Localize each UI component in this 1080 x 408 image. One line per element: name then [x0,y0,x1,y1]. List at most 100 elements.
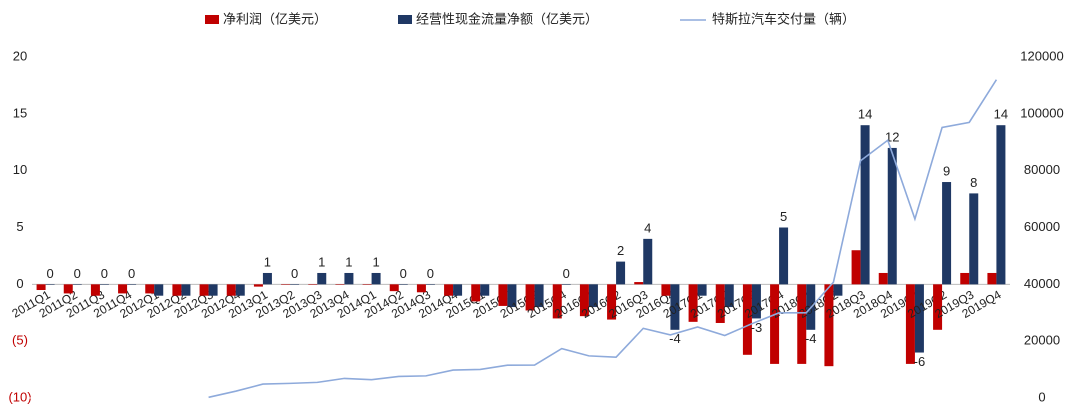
bar [480,284,490,296]
bar [588,284,598,308]
data-label: 14 [994,107,1008,122]
bar [552,284,562,319]
bar [281,284,291,285]
data-label: 0 [74,266,81,281]
bar [561,284,571,285]
bar [525,284,535,311]
y-tick-label: 5 [16,219,23,234]
bar [661,284,671,296]
y-tick-label: (10) [8,389,31,404]
bar [905,284,915,364]
bar [317,272,327,285]
data-label: 1 [372,254,379,269]
data-label: 0 [128,266,135,281]
data-label: 0 [427,266,434,281]
bar [688,284,698,322]
bar [616,261,626,285]
bar [770,284,780,364]
data-label: 1 [318,254,325,269]
bar [444,284,454,296]
bar [118,284,128,294]
bar [371,272,381,285]
bar [36,284,46,291]
data-label: 0 [46,266,53,281]
data-label: 12 [885,129,899,144]
data-label: 1 [264,254,271,269]
bar [697,284,707,296]
bar [579,284,589,317]
bar [145,284,155,294]
bar [987,272,997,285]
bar [453,284,463,296]
y-tick-label: 10 [13,162,27,177]
bar [235,284,245,296]
bar [779,227,789,285]
bar [172,284,182,296]
y2-tick-label: 0 [1038,389,1045,404]
bar [416,284,426,293]
y2-tick-label: 120000 [1020,48,1063,63]
data-label: 14 [858,107,872,122]
bar [344,272,354,285]
data-label: 8 [970,175,977,190]
bar [290,284,300,285]
bar [933,284,943,330]
bar [45,284,55,285]
legend-swatch [398,15,412,24]
bar [308,284,318,285]
bar [960,272,970,285]
bar [181,284,191,296]
bar [751,284,761,319]
data-label: 4 [644,220,651,235]
y-tick-label: 15 [13,105,27,120]
y2-tick-label: 100000 [1020,105,1063,120]
bar [969,193,979,285]
data-label: -4 [669,331,681,346]
bar [507,284,517,308]
data-label: 1 [345,254,352,269]
bar [90,284,100,296]
data-label: -4 [805,331,817,346]
bar [534,284,544,308]
bar [362,284,372,285]
bar [199,284,209,296]
bar [127,284,137,285]
y-tick-label: (5) [12,333,28,348]
bar [208,284,218,296]
y-tick-label: 0 [16,276,23,291]
bar [996,125,1006,285]
bar [643,238,653,285]
bar [833,284,843,296]
bar [942,182,952,285]
bar [851,250,861,285]
data-label: 0 [400,266,407,281]
y2-tick-label: 60000 [1024,219,1060,234]
bar [878,272,888,285]
bar [389,284,399,292]
bar [72,284,82,285]
data-label: -6 [914,354,926,369]
data-label: 2 [617,243,624,258]
bar [715,284,725,323]
line [208,79,998,399]
bar [742,284,752,355]
legend-label: 经营性现金流量净额（亿美元） [416,11,598,26]
bar [398,284,408,285]
bar [634,282,644,285]
legend-label: 特斯拉汽车交付量（辆） [712,11,855,26]
bar [63,284,73,294]
y2-tick-label: 40000 [1024,276,1060,291]
bar [335,284,345,285]
bar [860,125,870,285]
bar [471,284,481,302]
bar [253,284,263,287]
y2-tick-label: 80000 [1024,162,1060,177]
bar [824,284,834,367]
bar [914,284,924,353]
data-label: 0 [563,266,570,281]
bar [797,284,807,364]
bar [226,284,236,296]
data-label: 0 [101,266,108,281]
bar [724,284,734,308]
